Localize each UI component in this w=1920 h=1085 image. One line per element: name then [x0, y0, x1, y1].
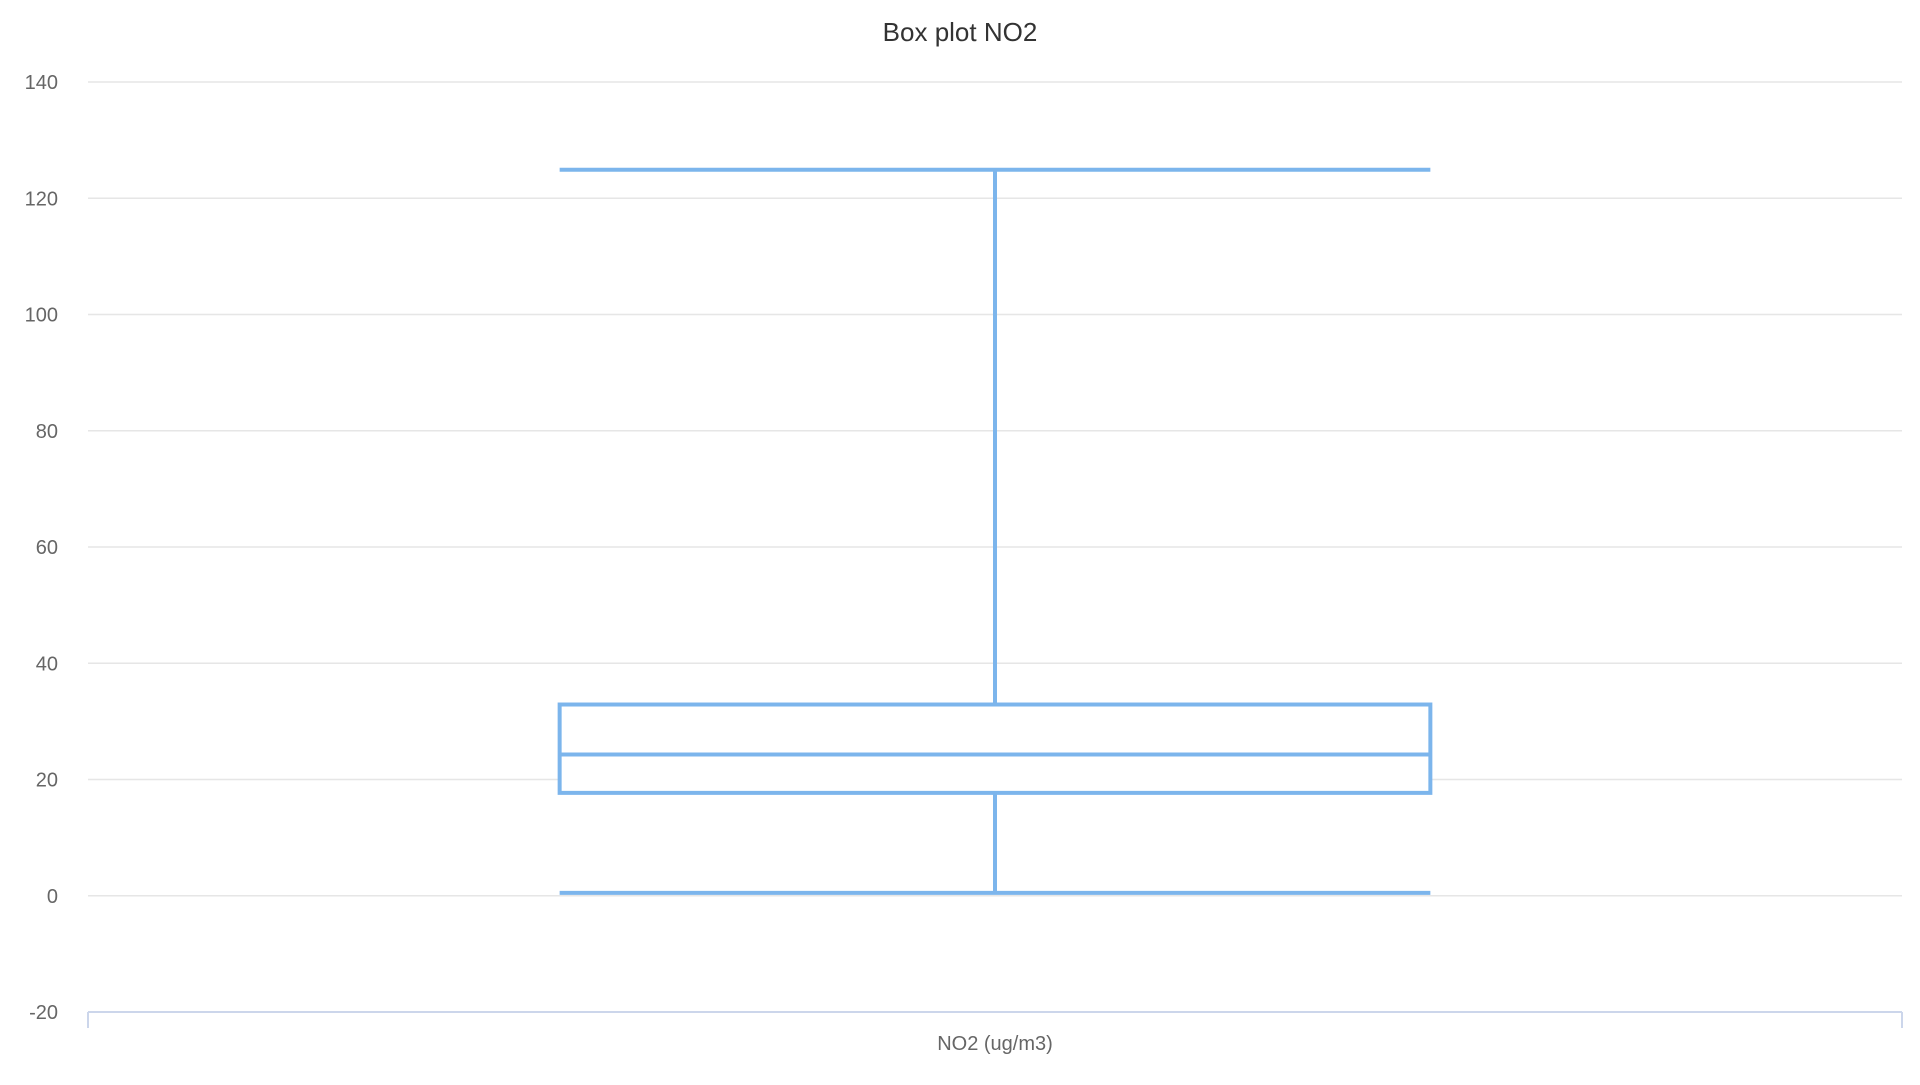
interquartile-box	[557, 702, 1433, 795]
y-tick-label: 0	[47, 886, 58, 908]
y-axis-ticks: -20 0 20 40 60 80 100 120 140	[25, 72, 58, 1024]
chart-title: Box plot NO2	[883, 17, 1038, 47]
plot-area	[557, 167, 1433, 895]
y-tick-label: 100	[25, 305, 58, 327]
x-axis-categories: NO2 (ug/m3)	[937, 1033, 1053, 1055]
x-category-label: NO2 (ug/m3)	[937, 1033, 1053, 1055]
y-tick-label: 140	[25, 72, 58, 94]
y-tick-label: -20	[29, 1002, 58, 1024]
x-axis	[87, 1011, 1903, 1028]
y-tick-label: 120	[25, 188, 58, 210]
y-tick-label: 40	[36, 653, 58, 675]
box-plot-series	[557, 167, 1433, 895]
y-tick-label: 80	[36, 421, 58, 443]
y-tick-label: 20	[36, 770, 58, 792]
y-tick-label: 60	[36, 537, 58, 559]
